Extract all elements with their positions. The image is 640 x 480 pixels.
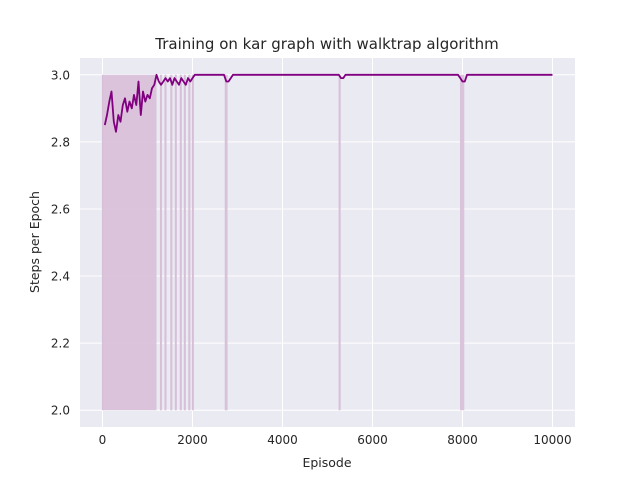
smoothed-series-line: [103, 73, 553, 133]
x-axis-label: Episode: [302, 455, 351, 470]
y-tick-label: 2.8: [51, 135, 70, 149]
y-tick-label: 2.4: [51, 270, 70, 284]
y-tick-label: 2.2: [51, 337, 70, 351]
x-axis-ticks: 0 2000 4000 6000 8000 10000: [99, 433, 572, 447]
y-axis-label: Steps per Epoch: [27, 191, 42, 293]
y-axis-ticks: 2.0 2.2 2.4 2.6 2.8 3.0: [51, 68, 70, 417]
raw-range-band: [188, 74, 191, 411]
y-tick-label: 2.0: [51, 404, 70, 418]
x-tick-label: 8000: [447, 433, 478, 447]
plot-area: [80, 58, 575, 427]
raw-range-band: [184, 74, 186, 411]
x-tick-label: 0: [99, 433, 107, 447]
raw-range-fill: [101, 74, 465, 411]
smoothed-line: [103, 73, 553, 133]
raw-range-band: [175, 74, 177, 411]
raw-range-band: [102, 74, 157, 411]
raw-range-band: [460, 74, 465, 411]
x-tick-label: 4000: [267, 433, 298, 447]
raw-range-band: [165, 74, 167, 411]
x-tick-label: 6000: [357, 433, 388, 447]
raw-range-band: [339, 74, 341, 411]
chart-title: Training on kar graph with walktrap algo…: [154, 35, 498, 53]
y-tick-label: 2.6: [51, 202, 70, 216]
raw-range-band: [180, 74, 182, 411]
x-tick-label: 10000: [533, 433, 571, 447]
y-tick-label: 3.0: [51, 68, 70, 82]
raw-range-band: [225, 74, 228, 411]
raw-range-band: [170, 74, 173, 411]
raw-range-band: [192, 74, 194, 411]
raw-range-band: [160, 74, 163, 411]
x-tick-label: 2000: [177, 433, 208, 447]
